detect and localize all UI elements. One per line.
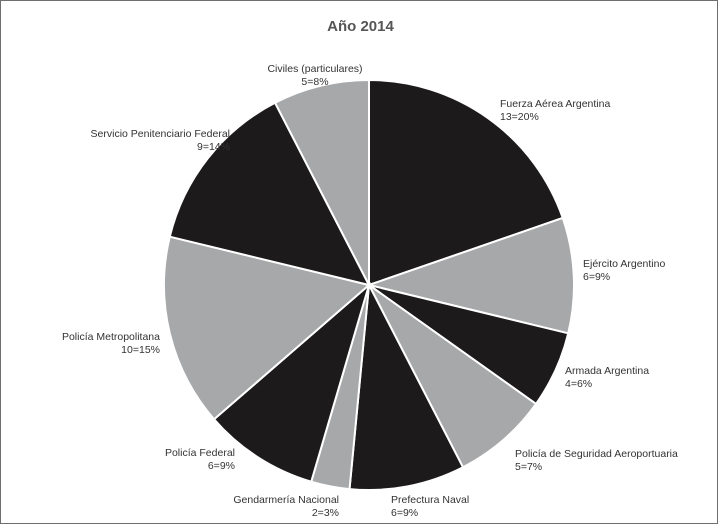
slice-label: Gendarmería Nacional	[233, 494, 339, 506]
slice-label: Policía Federal	[165, 447, 235, 459]
slice-label: Armada Argentina	[565, 365, 649, 377]
slice-value-label: 4=6%	[565, 378, 592, 390]
slice-label: Ejército Argentino	[583, 258, 665, 270]
slice-value-label: 6=9%	[391, 507, 418, 519]
slice-label: Civiles (particulares)	[267, 63, 362, 75]
slice-value-label: 9=14%	[197, 141, 230, 153]
slice-value-label: 5=8%	[301, 76, 328, 88]
slice-label: Servicio Penitenciario Federal	[91, 128, 230, 140]
slice-value-label: 5=7%	[515, 461, 542, 473]
slice-value-label: 6=9%	[583, 271, 610, 283]
slice-value-label: 6=9%	[208, 460, 235, 472]
slice-value-label: 2=3%	[312, 507, 339, 519]
slice-label: Policía Metropolitana	[62, 331, 160, 343]
slice-value-label: 13=20%	[500, 111, 539, 123]
slice-label: Prefectura Naval	[391, 494, 469, 506]
slice-label: Policía de Seguridad Aeroportuaria	[515, 448, 678, 460]
slice-label: Fuerza Aérea Argentina	[500, 98, 610, 110]
slice-value-label: 10=15%	[121, 344, 160, 356]
